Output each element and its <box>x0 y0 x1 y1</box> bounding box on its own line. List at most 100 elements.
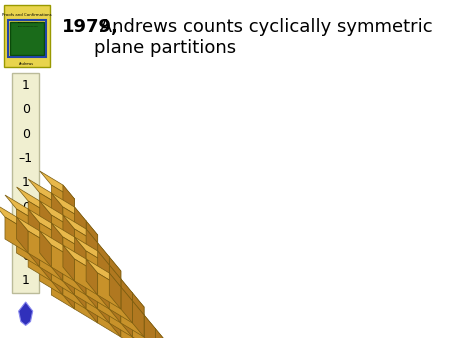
Polygon shape <box>63 207 86 243</box>
Polygon shape <box>63 229 98 257</box>
Text: 0: 0 <box>22 103 30 116</box>
Polygon shape <box>86 243 109 279</box>
Polygon shape <box>86 273 121 301</box>
Polygon shape <box>75 229 98 265</box>
FancyBboxPatch shape <box>9 22 44 55</box>
Polygon shape <box>132 293 144 329</box>
Polygon shape <box>98 251 109 287</box>
Polygon shape <box>98 265 121 301</box>
Polygon shape <box>63 251 86 287</box>
Polygon shape <box>63 237 75 273</box>
Polygon shape <box>0 203 28 231</box>
Polygon shape <box>63 251 98 279</box>
Polygon shape <box>63 245 98 273</box>
Polygon shape <box>28 231 63 259</box>
Polygon shape <box>40 215 75 243</box>
Polygon shape <box>28 179 63 207</box>
Polygon shape <box>5 217 28 253</box>
Polygon shape <box>75 273 98 309</box>
Polygon shape <box>109 273 121 309</box>
Polygon shape <box>40 201 75 229</box>
Text: 1979,: 1979, <box>62 18 119 36</box>
Polygon shape <box>51 273 75 309</box>
Polygon shape <box>28 209 63 237</box>
Polygon shape <box>98 273 121 309</box>
Polygon shape <box>40 245 51 281</box>
Polygon shape <box>40 259 75 287</box>
Polygon shape <box>18 302 33 325</box>
Polygon shape <box>51 215 75 251</box>
Polygon shape <box>75 229 86 265</box>
Polygon shape <box>121 279 132 315</box>
Polygon shape <box>40 245 63 281</box>
Polygon shape <box>75 229 109 257</box>
Polygon shape <box>109 257 121 293</box>
Polygon shape <box>17 231 40 267</box>
Polygon shape <box>98 273 109 309</box>
Polygon shape <box>28 245 63 273</box>
Polygon shape <box>86 265 109 301</box>
Polygon shape <box>63 273 98 301</box>
Polygon shape <box>51 259 86 287</box>
Polygon shape <box>63 229 86 265</box>
Polygon shape <box>51 185 75 221</box>
Polygon shape <box>63 207 75 243</box>
Polygon shape <box>98 279 121 315</box>
Polygon shape <box>98 265 132 293</box>
Polygon shape <box>132 301 144 337</box>
Polygon shape <box>51 215 63 251</box>
Text: 1: 1 <box>22 79 30 92</box>
Polygon shape <box>132 315 144 338</box>
Polygon shape <box>75 251 86 287</box>
Polygon shape <box>17 209 40 245</box>
Polygon shape <box>121 301 132 337</box>
Polygon shape <box>28 245 51 281</box>
Polygon shape <box>63 259 98 287</box>
Polygon shape <box>75 251 109 279</box>
Polygon shape <box>86 221 98 257</box>
Polygon shape <box>86 287 121 315</box>
Polygon shape <box>51 251 75 287</box>
Polygon shape <box>121 293 144 329</box>
Text: –1: –1 <box>18 152 33 165</box>
Polygon shape <box>63 237 86 273</box>
Polygon shape <box>75 221 98 257</box>
Polygon shape <box>121 287 132 323</box>
Polygon shape <box>51 245 86 273</box>
Polygon shape <box>75 207 86 243</box>
Polygon shape <box>75 273 86 309</box>
Polygon shape <box>40 237 75 265</box>
Text: 0: 0 <box>22 128 30 141</box>
Polygon shape <box>75 259 98 295</box>
Polygon shape <box>40 193 75 221</box>
Polygon shape <box>63 259 86 295</box>
Polygon shape <box>51 259 63 295</box>
Polygon shape <box>51 207 75 243</box>
Polygon shape <box>98 265 109 301</box>
Polygon shape <box>51 259 75 295</box>
Polygon shape <box>144 329 167 338</box>
Polygon shape <box>109 265 121 301</box>
Polygon shape <box>40 223 75 251</box>
Polygon shape <box>63 229 75 265</box>
Polygon shape <box>63 245 75 281</box>
Polygon shape <box>28 223 63 251</box>
Polygon shape <box>86 229 98 265</box>
Polygon shape <box>75 243 98 279</box>
Polygon shape <box>40 259 63 295</box>
Polygon shape <box>28 209 40 245</box>
Text: 1: 1 <box>22 274 30 287</box>
Polygon shape <box>86 251 109 287</box>
Polygon shape <box>51 237 75 273</box>
Polygon shape <box>51 215 86 243</box>
Polygon shape <box>40 231 51 267</box>
Polygon shape <box>5 217 40 245</box>
Polygon shape <box>86 273 98 309</box>
Polygon shape <box>63 251 75 287</box>
Polygon shape <box>28 223 51 259</box>
Polygon shape <box>109 287 132 323</box>
Polygon shape <box>98 287 132 315</box>
Polygon shape <box>5 195 40 223</box>
Polygon shape <box>156 329 167 338</box>
Polygon shape <box>109 279 121 315</box>
